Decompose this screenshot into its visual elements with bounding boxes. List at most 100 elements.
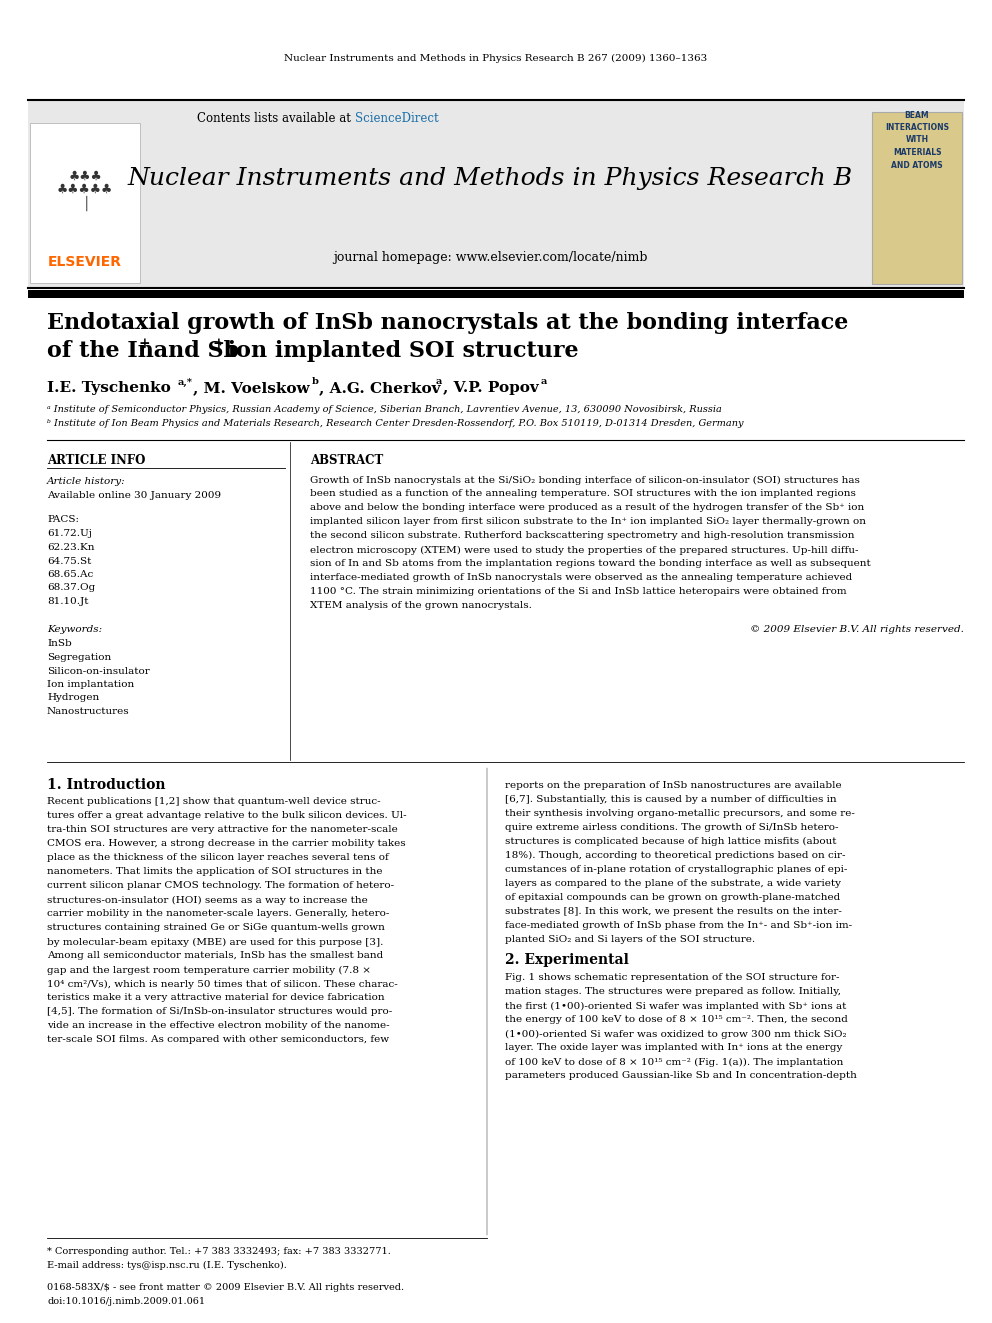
- Text: ♣♣♣
♣♣♣♣♣
 │: ♣♣♣ ♣♣♣♣♣ │: [57, 169, 113, 212]
- Text: structures containing strained Ge or SiGe quantum-wells grown: structures containing strained Ge or SiG…: [47, 923, 385, 933]
- Text: +: +: [138, 337, 150, 351]
- Text: Ion implantation: Ion implantation: [47, 680, 134, 689]
- Text: journal homepage: www.elsevier.com/locate/nimb: journal homepage: www.elsevier.com/locat…: [332, 251, 647, 265]
- Text: 64.75.St: 64.75.St: [47, 557, 91, 565]
- Text: 68.37.Og: 68.37.Og: [47, 583, 95, 593]
- Text: 81.10.Jt: 81.10.Jt: [47, 597, 88, 606]
- Bar: [872, 112, 962, 284]
- Text: Endotaxial growth of InSb nanocrystals at the bonding interface: Endotaxial growth of InSb nanocrystals a…: [47, 312, 848, 333]
- Text: carrier mobility in the nanometer-scale layers. Generally, hetero-: carrier mobility in the nanometer-scale …: [47, 909, 390, 918]
- Text: , M. Voelskow: , M. Voelskow: [193, 381, 310, 396]
- Text: 18%). Though, according to theoretical predictions based on cir-: 18%). Though, according to theoretical p…: [505, 851, 845, 860]
- Text: substrates [8]. In this work, we present the results on the inter-: substrates [8]. In this work, we present…: [505, 906, 842, 916]
- Text: planted SiO₂ and Si layers of the SOI structure.: planted SiO₂ and Si layers of the SOI st…: [505, 934, 755, 943]
- Text: tra-thin SOI structures are very attractive for the nanometer-scale: tra-thin SOI structures are very attract…: [47, 826, 398, 835]
- Text: and Sb: and Sb: [146, 340, 239, 363]
- Text: 2. Experimental: 2. Experimental: [505, 953, 629, 967]
- Text: structures is complicated because of high lattice misfits (about: structures is complicated because of hig…: [505, 836, 836, 845]
- Text: Hydrogen: Hydrogen: [47, 693, 99, 703]
- Text: Contents lists available at: Contents lists available at: [197, 111, 355, 124]
- Text: implanted silicon layer from first silicon substrate to the In⁺ ion implanted Si: implanted silicon layer from first silic…: [310, 517, 866, 527]
- Text: Article history:: Article history:: [47, 478, 126, 487]
- Text: the energy of 100 keV to dose of 8 × 10¹⁵ cm⁻². Then, the second: the energy of 100 keV to dose of 8 × 10¹…: [505, 1016, 848, 1024]
- Text: structures-on-insulator (HOI) seems as a way to increase the: structures-on-insulator (HOI) seems as a…: [47, 896, 368, 905]
- Text: electron microscopy (XTEM) were used to study the properties of the prepared str: electron microscopy (XTEM) were used to …: [310, 545, 858, 554]
- Text: current silicon planar CMOS technology. The formation of hetero-: current silicon planar CMOS technology. …: [47, 881, 394, 890]
- Text: CMOS era. However, a strong decrease in the carrier mobility takes: CMOS era. However, a strong decrease in …: [47, 840, 406, 848]
- Text: PACS:: PACS:: [47, 516, 79, 524]
- Text: a: a: [541, 377, 548, 386]
- Text: gap and the largest room temperature carrier mobility (7.8 ×: gap and the largest room temperature car…: [47, 966, 371, 975]
- Text: a: a: [436, 377, 442, 386]
- Text: ScienceDirect: ScienceDirect: [355, 111, 438, 124]
- Text: 68.65.Ac: 68.65.Ac: [47, 570, 93, 579]
- Text: 62.23.Kn: 62.23.Kn: [47, 542, 94, 552]
- Text: 0168-583X/$ - see front matter © 2009 Elsevier B.V. All rights reserved.: 0168-583X/$ - see front matter © 2009 El…: [47, 1283, 404, 1293]
- Bar: [28, 101, 964, 288]
- Text: Nuclear Instruments and Methods in Physics Research B 267 (2009) 1360–1363: Nuclear Instruments and Methods in Physi…: [285, 53, 707, 62]
- Text: , A.G. Cherkov: , A.G. Cherkov: [319, 381, 440, 396]
- Text: their synthesis involving organo-metallic precursors, and some re-: their synthesis involving organo-metalli…: [505, 808, 855, 818]
- Text: 1100 °C. The strain minimizing orientations of the Si and InSb lattice heteropai: 1100 °C. The strain minimizing orientati…: [310, 587, 846, 597]
- Text: ARTICLE INFO: ARTICLE INFO: [47, 454, 146, 467]
- Text: ELSEVIER: ELSEVIER: [48, 255, 122, 269]
- Text: E-mail address: tys@isp.nsc.ru (I.E. Tyschenko).: E-mail address: tys@isp.nsc.ru (I.E. Tys…: [47, 1261, 287, 1270]
- Text: ᵃ Institute of Semiconductor Physics, Russian Academy of Science, Siberian Branc: ᵃ Institute of Semiconductor Physics, Ru…: [47, 406, 722, 414]
- Text: parameters produced Gaussian-like Sb and In concentration-depth: parameters produced Gaussian-like Sb and…: [505, 1072, 857, 1081]
- Text: place as the thickness of the silicon layer reaches several tens of: place as the thickness of the silicon la…: [47, 853, 389, 863]
- Text: XTEM analysis of the grown nanocrystals.: XTEM analysis of the grown nanocrystals.: [310, 602, 532, 610]
- Text: 1. Introduction: 1. Introduction: [47, 778, 166, 792]
- Text: mation stages. The structures were prepared as follow. Initially,: mation stages. The structures were prepa…: [505, 987, 841, 996]
- Text: (1•00)-oriented Si wafer was oxidized to grow 300 nm thick SiO₂: (1•00)-oriented Si wafer was oxidized to…: [505, 1029, 846, 1039]
- Text: by molecular-beam epitaxy (MBE) are used for this purpose [3].: by molecular-beam epitaxy (MBE) are used…: [47, 938, 383, 946]
- Text: interface-mediated growth of InSb nanocrystals were observed as the annealing te: interface-mediated growth of InSb nanocr…: [310, 573, 852, 582]
- Bar: [30, 123, 140, 283]
- Text: 61.72.Uj: 61.72.Uj: [47, 529, 92, 538]
- Text: * Corresponding author. Tel.: +7 383 3332493; fax: +7 383 3332771.: * Corresponding author. Tel.: +7 383 333…: [47, 1248, 391, 1257]
- Text: been studied as a function of the annealing temperature. SOI structures with the: been studied as a function of the anneal…: [310, 490, 856, 499]
- Text: 10⁴ cm²/Vs), which is nearly 50 times that of silicon. These charac-: 10⁴ cm²/Vs), which is nearly 50 times th…: [47, 979, 398, 988]
- Text: the first (1•00)-oriented Si wafer was implanted with Sb⁺ ions at: the first (1•00)-oriented Si wafer was i…: [505, 1002, 846, 1011]
- Bar: [28, 290, 964, 298]
- Text: of 100 keV to dose of 8 × 10¹⁵ cm⁻² (Fig. 1(a)). The implantation: of 100 keV to dose of 8 × 10¹⁵ cm⁻² (Fig…: [505, 1057, 843, 1066]
- Text: Available online 30 January 2009: Available online 30 January 2009: [47, 492, 221, 500]
- Text: [4,5]. The formation of Si/InSb-on-insulator structures would pro-: [4,5]. The formation of Si/InSb-on-insul…: [47, 1008, 392, 1016]
- Text: Segregation: Segregation: [47, 654, 111, 662]
- Text: ᵇ Institute of Ion Beam Physics and Materials Research, Research Center Dresden-: ᵇ Institute of Ion Beam Physics and Mate…: [47, 419, 743, 429]
- Text: above and below the bonding interface were produced as a result of the hydrogen : above and below the bonding interface we…: [310, 504, 864, 512]
- Text: Among all semiconductor materials, InSb has the smallest band: Among all semiconductor materials, InSb …: [47, 951, 383, 960]
- Text: © 2009 Elsevier B.V. All rights reserved.: © 2009 Elsevier B.V. All rights reserved…: [750, 626, 964, 635]
- Text: quire extreme airless conditions. The growth of Si/InSb hetero-: quire extreme airless conditions. The gr…: [505, 823, 838, 831]
- Text: ABSTRACT: ABSTRACT: [310, 454, 383, 467]
- Text: Fig. 1 shows schematic representation of the SOI structure for-: Fig. 1 shows schematic representation of…: [505, 974, 839, 983]
- Text: a,*: a,*: [178, 377, 192, 386]
- Text: b: b: [312, 377, 318, 386]
- Text: Keywords:: Keywords:: [47, 626, 102, 635]
- Text: Nuclear Instruments and Methods in Physics Research B: Nuclear Instruments and Methods in Physi…: [127, 167, 852, 189]
- Text: ion implanted SOI structure: ion implanted SOI structure: [220, 340, 578, 363]
- Text: of the In: of the In: [47, 340, 154, 363]
- Text: BEAM
INTERACTIONS
WITH
MATERIALS
AND ATOMS: BEAM INTERACTIONS WITH MATERIALS AND ATO…: [885, 111, 949, 169]
- Text: the second silicon substrate. Rutherford backscattering spectrometry and high-re: the second silicon substrate. Rutherford…: [310, 532, 854, 541]
- Text: , V.P. Popov: , V.P. Popov: [443, 381, 539, 396]
- Text: Nanostructures: Nanostructures: [47, 706, 130, 716]
- Text: I.E. Tyschenko: I.E. Tyschenko: [47, 381, 171, 396]
- Text: of epitaxial compounds can be grown on growth-plane-matched: of epitaxial compounds can be grown on g…: [505, 893, 840, 901]
- Text: +: +: [213, 337, 224, 351]
- Text: InSb: InSb: [47, 639, 71, 648]
- Text: cumstances of in-plane rotation of crystallographic planes of epi-: cumstances of in-plane rotation of cryst…: [505, 864, 847, 873]
- Text: doi:10.1016/j.nimb.2009.01.061: doi:10.1016/j.nimb.2009.01.061: [47, 1298, 205, 1307]
- Text: [6,7]. Substantially, this is caused by a number of difficulties in: [6,7]. Substantially, this is caused by …: [505, 795, 836, 803]
- Text: ter-scale SOI films. As compared with other semiconductors, few: ter-scale SOI films. As compared with ot…: [47, 1036, 389, 1044]
- Text: nanometers. That limits the application of SOI structures in the: nanometers. That limits the application …: [47, 868, 383, 877]
- Text: tures offer a great advantage relative to the bulk silicon devices. Ul-: tures offer a great advantage relative t…: [47, 811, 407, 820]
- Text: Silicon-on-insulator: Silicon-on-insulator: [47, 667, 150, 676]
- Text: face-mediated growth of InSb phase from the In⁺- and Sb⁺-ion im-: face-mediated growth of InSb phase from …: [505, 921, 852, 930]
- Text: Growth of InSb nanocrystals at the Si/SiO₂ bonding interface of silicon-on-insul: Growth of InSb nanocrystals at the Si/Si…: [310, 475, 860, 484]
- Text: vide an increase in the effective electron mobility of the nanome-: vide an increase in the effective electr…: [47, 1021, 390, 1031]
- Text: sion of In and Sb atoms from the implantation regions toward the bonding interfa: sion of In and Sb atoms from the implant…: [310, 560, 871, 569]
- Text: layer. The oxide layer was implanted with In⁺ ions at the energy: layer. The oxide layer was implanted wit…: [505, 1044, 842, 1053]
- Text: layers as compared to the plane of the substrate, a wide variety: layers as compared to the plane of the s…: [505, 878, 841, 888]
- Text: teristics make it a very attractive material for device fabrication: teristics make it a very attractive mate…: [47, 994, 385, 1003]
- Text: Recent publications [1,2] show that quantum-well device struc-: Recent publications [1,2] show that quan…: [47, 798, 381, 807]
